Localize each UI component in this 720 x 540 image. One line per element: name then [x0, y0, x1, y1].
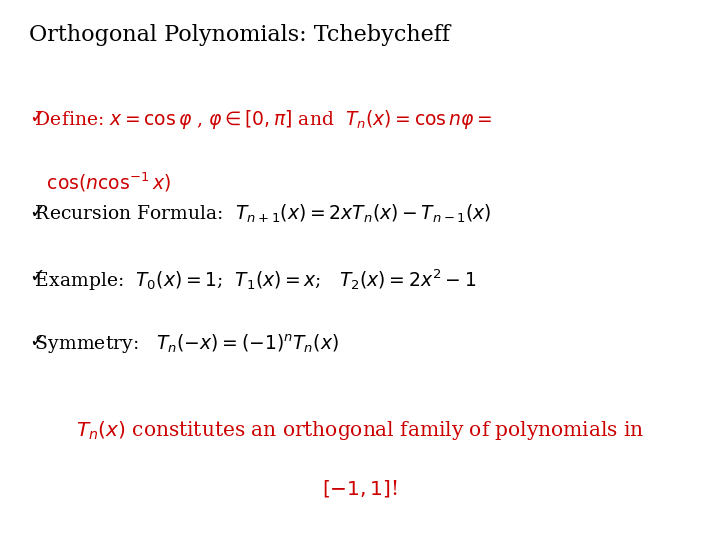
Text: Orthogonal Polynomials: Tchebycheff: Orthogonal Polynomials: Tchebycheff — [29, 24, 450, 46]
Text: Define: $x = \cos\varphi$ , $\varphi \in [0, \pi]$ and  $T_n(x) = \cos n\varphi : Define: $x = \cos\varphi$ , $\varphi \in… — [29, 108, 492, 131]
Text: Example:  $T_0(x) = 1$;  $T_1(x) = x$;   $T_2(x) = 2x^2 - 1$: Example: $T_0(x) = 1$; $T_1(x) = x$; $T_… — [29, 267, 476, 293]
Text: $T_n(x)$ constitutes an orthogonal family of polynomials in: $T_n(x)$ constitutes an orthogonal famil… — [76, 418, 644, 442]
Text: ✓: ✓ — [29, 108, 45, 127]
Text: Recursion Formula:  $T_{n+1}(x) = 2xT_n(x) - T_{n-1}(x)$: Recursion Formula: $T_{n+1}(x) = 2xT_n(x… — [29, 202, 492, 225]
Text: $\cos(n\cos^{-1} x)$: $\cos(n\cos^{-1} x)$ — [29, 170, 171, 194]
Text: Symmetry:   $T_n(-x) = (-1)^n T_n(x)$: Symmetry: $T_n(-x) = (-1)^n T_n(x)$ — [29, 332, 338, 355]
Text: ✓: ✓ — [29, 267, 45, 286]
Text: $[-1, 1]$!: $[-1, 1]$! — [322, 478, 398, 499]
Text: ✓: ✓ — [29, 332, 45, 351]
Text: ✓: ✓ — [29, 202, 45, 221]
